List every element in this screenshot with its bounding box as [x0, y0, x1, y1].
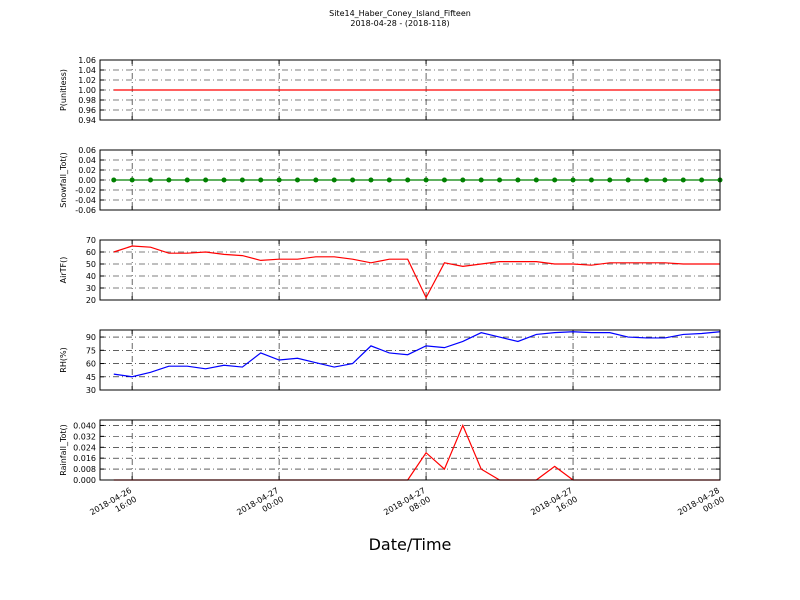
- y-tick-label: 1.02: [78, 76, 96, 85]
- data-point: [129, 177, 135, 183]
- data-point: [148, 177, 154, 183]
- y-tick-label: 60: [86, 248, 96, 257]
- y-tick-label: 0.96: [78, 106, 96, 115]
- y-tick-label: 0.040: [73, 421, 96, 430]
- y-tick-label: 30: [86, 386, 96, 395]
- y-tick-label: 0.024: [73, 443, 96, 452]
- data-point: [423, 177, 429, 183]
- data-point: [368, 177, 374, 183]
- data-point: [497, 177, 503, 183]
- x-tick-label: 2018-04-2708:00: [382, 486, 432, 526]
- y-tick-label: 45: [86, 373, 96, 382]
- data-point: [699, 177, 705, 183]
- data-point: [276, 177, 282, 183]
- y-tick-label: 1.06: [78, 56, 96, 65]
- y-tick-label: 0.06: [78, 146, 96, 155]
- data-point: [607, 177, 613, 183]
- data-point: [294, 177, 300, 183]
- data-point: [644, 177, 650, 183]
- x-tick-label: 2018-04-2616:00: [88, 486, 138, 526]
- y-axis-label: Rainfall_Tot(): [59, 424, 68, 476]
- data-point: [331, 177, 337, 183]
- y-tick-label: 0.000: [73, 476, 96, 485]
- data-line: [113, 423, 720, 481]
- y-tick-label: 50: [86, 260, 96, 269]
- data-point: [625, 177, 631, 183]
- data-point: [350, 177, 356, 183]
- y-tick-label: 0.02: [78, 166, 96, 175]
- y-tick-label: 70: [86, 236, 96, 245]
- chart-subtitle: 2018-04-28 - (2018-118): [350, 19, 449, 28]
- data-point: [552, 177, 558, 183]
- data-line: [113, 245, 720, 299]
- x-axis-label: Date/Time: [369, 535, 452, 554]
- axes-frame: [99, 239, 721, 301]
- data-point: [533, 177, 539, 183]
- axes-frame: [99, 149, 721, 211]
- y-tick-label: 40: [86, 272, 96, 281]
- data-line: [113, 331, 721, 378]
- y-tick-label: 20: [86, 296, 96, 305]
- axes-frame: [99, 419, 721, 481]
- y-tick-label: 90: [86, 333, 96, 342]
- data-point: [386, 177, 392, 183]
- y-tick-label: 0.94: [78, 116, 96, 125]
- data-point: [680, 177, 686, 183]
- data-point: [515, 177, 521, 183]
- y-tick-label: -0.04: [75, 196, 96, 205]
- y-axis-label: AirTF(): [59, 257, 68, 284]
- data-point: [662, 177, 668, 183]
- data-point: [460, 177, 466, 183]
- y-axis-label: RH(%): [59, 347, 68, 372]
- y-tick-label: 0.032: [73, 432, 96, 441]
- y-axis-label: P(unitless): [59, 69, 68, 111]
- axes-frame: [99, 59, 721, 121]
- data-point: [184, 177, 190, 183]
- y-tick-label: 60: [86, 360, 96, 369]
- axes-frame: [99, 329, 721, 391]
- data-point: [405, 177, 411, 183]
- y-tick-label: 30: [86, 284, 96, 293]
- y-tick-label: 0.98: [78, 96, 96, 105]
- data-point: [441, 177, 447, 183]
- y-tick-label: 0.04: [78, 156, 96, 165]
- data-point: [313, 177, 319, 183]
- y-tick-label: 1.04: [78, 66, 96, 75]
- data-point: [478, 177, 484, 183]
- data-point: [203, 177, 209, 183]
- y-tick-label: 75: [86, 346, 96, 355]
- x-tick-label: 2018-04-2700:00: [235, 486, 285, 526]
- x-tick-label: 2018-04-2716:00: [529, 486, 579, 526]
- y-tick-label: 0.008: [73, 465, 96, 474]
- y-tick-label: -0.06: [75, 206, 96, 215]
- y-tick-label: 0.00: [78, 176, 96, 185]
- y-tick-label: 0.016: [73, 454, 96, 463]
- data-point: [239, 177, 245, 183]
- data-point: [111, 177, 117, 183]
- y-tick-label: 1.00: [78, 86, 96, 95]
- data-point: [221, 177, 227, 183]
- data-point: [166, 177, 172, 183]
- y-tick-label: -0.02: [75, 186, 96, 195]
- data-point: [258, 177, 264, 183]
- chart-title: Site14_Haber_Coney_Island_Fifteen: [329, 9, 471, 18]
- x-tick-label: 2018-04-2800:00: [676, 486, 726, 526]
- data-point: [570, 177, 576, 183]
- data-point: [588, 177, 594, 183]
- y-axis-label: Snowfall_Tot(): [59, 152, 68, 208]
